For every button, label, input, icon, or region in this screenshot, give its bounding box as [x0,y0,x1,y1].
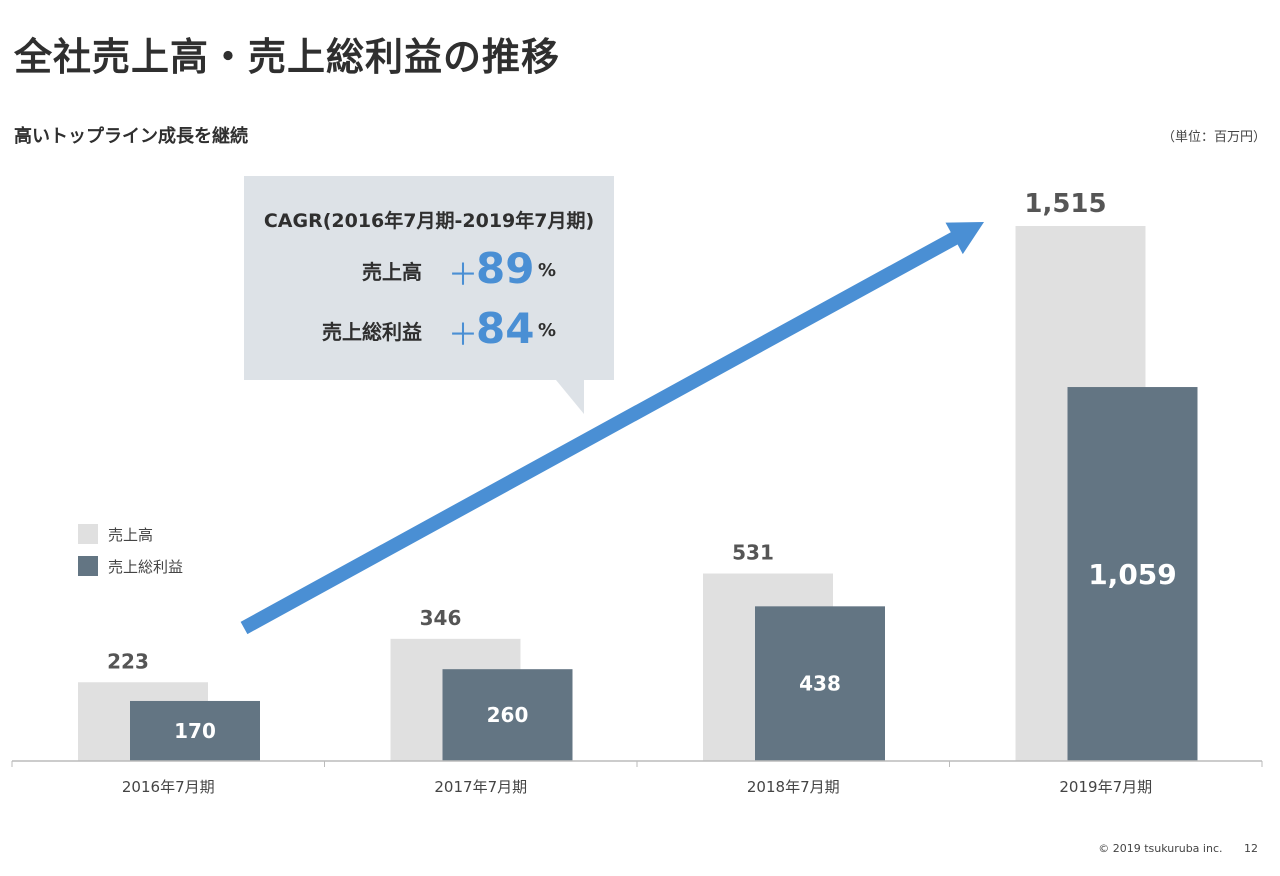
legend-label: 売上高 [108,525,154,544]
value-label-revenue: 1,515 [1024,189,1106,219]
x-tick-label: 2016年7月期 [122,778,215,796]
bar-gross-profit [1067,387,1198,761]
x-tick-label: 2019年7月期 [1059,778,1152,796]
cagr-value: 84 [476,304,535,353]
legend-swatch [78,524,98,544]
cagr-label: 売上総利益 [322,320,422,344]
legend-item-revenue: 売上高 [78,518,183,550]
cagr-callout: CAGR(2016年7月期-2019年7月期) 売上高 ＋ 89 % 売上総利益… [244,176,614,380]
value-label-gross-profit: 260 [487,703,529,727]
value-label-gross-profit: 170 [174,719,216,743]
cagr-label: 売上高 [362,260,422,284]
value-label-gross-profit: 438 [799,672,841,696]
x-tick-label: 2017年7月期 [434,778,527,796]
x-tick-label: 2018年7月期 [747,778,840,796]
bar-gross-profit [755,606,885,761]
page-number: 12 [1244,842,1258,855]
legend-label: 売上総利益 [108,557,184,576]
copyright: © 2019 tsukuruba inc. [1098,842,1223,855]
value-label-revenue: 531 [732,540,774,564]
value-label-revenue: 346 [420,606,462,630]
value-label-gross-profit: 1,059 [1088,558,1177,591]
plus-sign: ＋ [448,258,478,293]
unit-label: （単位：百万円） [1161,130,1266,145]
percent-sign: % [538,260,557,281]
footer: © 2019 tsukuruba inc. 12 [1080,842,1258,855]
cagr-value: 89 [476,244,535,293]
bar-gross-profit [130,700,260,761]
cagr-title: CAGR(2016年7月期-2019年7月期) [263,210,595,232]
page-subtitle: 高いトップライン成長を継続 [14,126,248,147]
page-title: 全社売上高・売上総利益の推移 [14,35,561,79]
value-label-revenue: 223 [107,649,149,673]
percent-sign: % [538,320,557,341]
cagr-row-revenue: 売上高 ＋ 89 % [244,244,614,293]
plus-sign: ＋ [448,318,478,353]
cagr-row-gross-profit: 売上総利益 ＋ 84 % [244,304,614,353]
growth-arrow [240,222,985,635]
chart-legend: 売上高 売上総利益 [78,518,183,582]
bar-gross-profit [442,669,573,761]
callout-tail [556,380,584,414]
legend-swatch [78,556,98,576]
legend-item-gross-profit: 売上総利益 [78,550,183,582]
